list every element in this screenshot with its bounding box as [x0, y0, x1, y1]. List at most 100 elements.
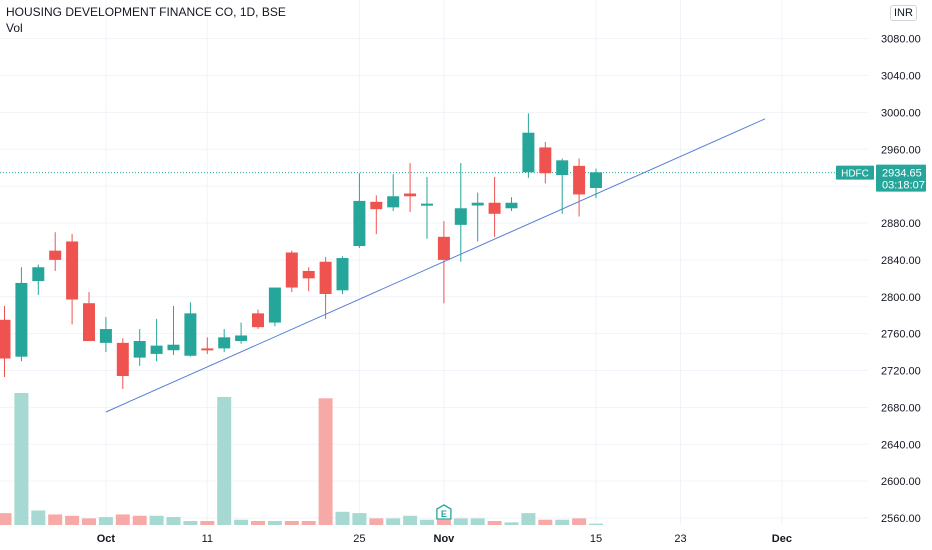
price-tag-countdown: 03:18:07: [882, 180, 925, 192]
candle-body: [49, 250, 62, 260]
volume-indicator-label[interactable]: Vol: [6, 21, 23, 35]
candle-body: [387, 196, 400, 208]
y-axis-tick-label: 2800.00: [881, 292, 921, 304]
volume-bar: [335, 511, 350, 525]
candle-body: [133, 341, 146, 358]
candle-body: [285, 252, 298, 288]
x-axis-tick-label: Oct: [97, 533, 116, 545]
candle-body: [505, 202, 518, 209]
trendline: [105, 118, 766, 413]
y-axis-tick-label: 2840.00: [881, 255, 921, 267]
volume-bar: [31, 510, 46, 525]
y-axis-tick-label: 2880.00: [881, 218, 921, 230]
candle-body: [522, 132, 535, 173]
candle-body: [471, 202, 484, 206]
volume-bar: [504, 522, 519, 525]
candle-body: [353, 200, 366, 247]
volume-bar: [589, 523, 603, 525]
volume-bar: [267, 521, 282, 525]
volume-bar: [166, 517, 181, 525]
x-axis-tick-label: 25: [353, 533, 365, 545]
volume-bar: [555, 519, 570, 525]
candle-body: [83, 303, 95, 342]
earnings-marker-label: E: [441, 509, 447, 519]
candle-body: [573, 165, 586, 195]
candle-body: [116, 342, 129, 377]
candle-body: [235, 335, 248, 342]
candle-body: [302, 270, 315, 279]
candle-body: [488, 202, 501, 214]
x-axis-tick-label: 11: [202, 533, 213, 545]
candle-body: [32, 267, 45, 282]
x-axis-tick-label: Nov: [434, 533, 456, 545]
volume-bar: [234, 519, 249, 525]
volume-bar: [470, 518, 485, 525]
price-tag: [876, 164, 926, 192]
symbol-tag: [836, 165, 874, 180]
volume-bar: [14, 393, 29, 525]
y-axis-tick-label: 3080.00: [881, 34, 921, 46]
volume-bar: [403, 515, 418, 525]
y-axis-tick-label: 3000.00: [881, 107, 921, 119]
candle-body: [252, 313, 264, 328]
y-axis-tick-label: 2760.00: [881, 329, 921, 341]
y-axis-tick-label: 3040.00: [881, 71, 921, 83]
volume-bar: [65, 515, 80, 525]
volume-bar: [420, 519, 434, 525]
candle-body: [0, 319, 11, 359]
y-axis-tick-label: 2720.00: [881, 366, 921, 378]
candle-body: [218, 337, 231, 349]
candle-body: [590, 172, 602, 188]
y-axis-tick-label: 2680.00: [881, 402, 921, 414]
y-axis-tick-label: 2600.00: [881, 476, 921, 488]
x-axis-tick-label: Dec: [772, 533, 792, 545]
volume-bar: [318, 398, 333, 525]
symbol-tag-label: HDFC: [841, 169, 869, 180]
volume-bar: [217, 396, 232, 525]
candle-body: [370, 201, 383, 210]
volume-bar: [132, 515, 147, 525]
candle-body: [184, 313, 197, 356]
x-axis-tick-label: 15: [590, 533, 602, 545]
chart-title: HOUSING DEVELOPMENT FINANCE CO, 1D, BSE: [6, 5, 286, 19]
volume-bar: [82, 518, 96, 525]
candle-body: [437, 236, 450, 260]
volume-bar: [369, 518, 384, 525]
volume-bar: [487, 521, 502, 525]
volume-bar: [386, 518, 401, 525]
currency-selector[interactable]: INR: [890, 5, 917, 21]
volume-bar: [251, 521, 265, 525]
y-axis-tick-label: 2560.00: [881, 513, 921, 525]
volume-bar: [0, 513, 12, 525]
volume-bar: [115, 514, 130, 525]
volume-bar: [301, 521, 316, 525]
candle-body: [66, 241, 79, 300]
volume-bar: [200, 521, 215, 525]
candle-body: [421, 203, 433, 206]
volume-bar: [538, 519, 553, 525]
volume-bar: [453, 518, 468, 525]
candle-body: [201, 348, 214, 351]
candle-body: [556, 160, 569, 176]
volume-bar: [149, 515, 164, 525]
candle-body: [404, 193, 417, 197]
earnings-marker-icon: [436, 504, 452, 520]
candle-body: [99, 329, 112, 343]
price-tag-value: 2934.65: [882, 168, 922, 180]
volume-bar: [48, 514, 63, 525]
candle-body: [319, 261, 332, 294]
candle-body: [454, 208, 467, 225]
candle-body: [336, 258, 349, 291]
volume-bar: [352, 513, 367, 525]
y-axis-tick-label: 2960.00: [881, 144, 921, 156]
candle-body: [167, 344, 180, 351]
volume-bar: [521, 513, 536, 525]
volume-bar: [572, 518, 587, 525]
candle-body: [268, 287, 281, 323]
candle-body: [150, 345, 163, 354]
candle-body: [15, 282, 28, 357]
volume-bar: [183, 521, 198, 525]
volume-bar: [436, 519, 451, 525]
volume-bar: [98, 517, 113, 525]
